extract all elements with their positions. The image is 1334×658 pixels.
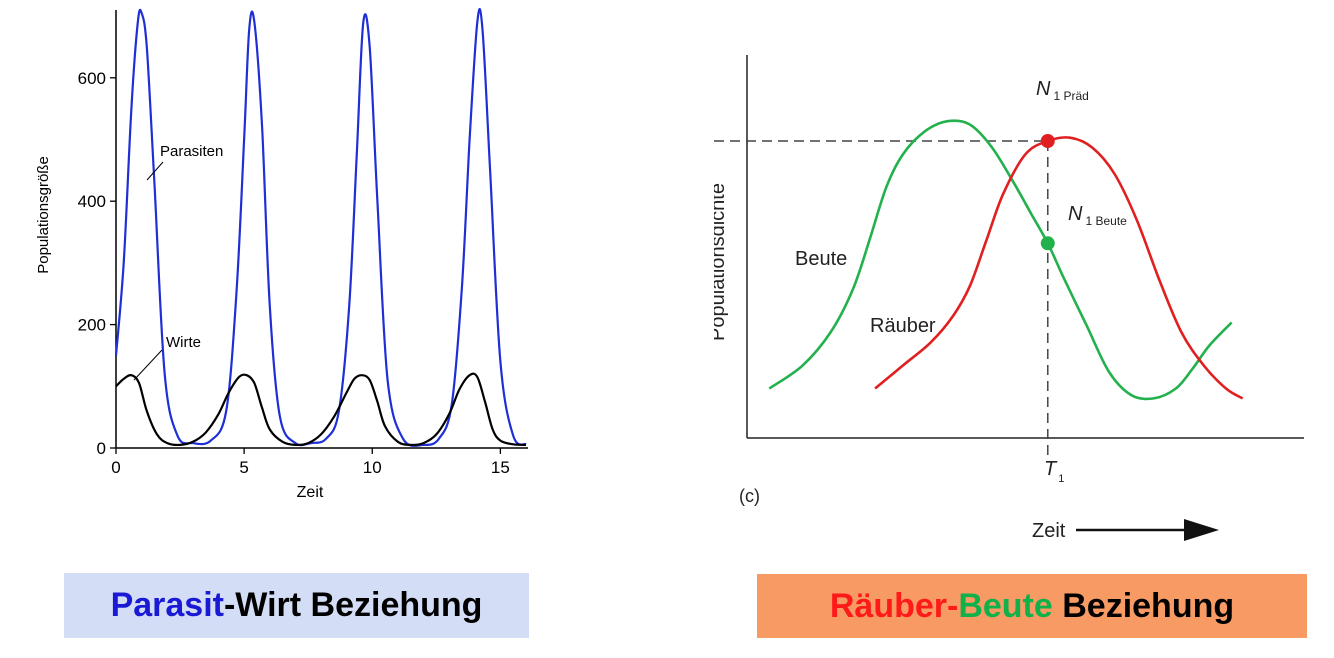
caption-dash: - <box>947 586 959 625</box>
point-label-beute-main: N <box>1068 203 1083 225</box>
y-tick-label: 200 <box>78 316 106 335</box>
series-line-rauber <box>874 136 1244 400</box>
y-axis-label: Populationsdichte <box>714 183 729 341</box>
series-label-parasiten: Parasiten <box>160 143 223 160</box>
series-line-beute <box>768 119 1233 401</box>
point-prad <box>1040 134 1055 148</box>
x-marker-sub: 1 <box>1058 473 1064 485</box>
x-axis-label: Zeit <box>1032 520 1066 542</box>
series-label-wirte: Wirte <box>166 334 201 351</box>
parasiten-label-pointer <box>146 161 164 181</box>
x-tick-label: 5 <box>239 458 248 477</box>
series-line-parasiten <box>114 8 527 447</box>
y-tick-label: 600 <box>78 69 106 88</box>
y-tick-label: 400 <box>78 192 106 211</box>
caption-parasit-wirt: Parasit -Wirt Beziehung <box>64 573 529 638</box>
caption-rauber: Räuber <box>829 586 947 625</box>
x-axis-label: Zeit <box>297 484 324 501</box>
point-beute <box>1040 236 1055 251</box>
x-marker-main: T <box>1044 458 1058 480</box>
caption-parasit: Parasit <box>110 586 224 624</box>
point-label-beute-sub: 1 Beute <box>1085 214 1127 228</box>
caption-beute: Beute <box>958 586 1053 625</box>
y-tick-label: 0 <box>97 439 106 458</box>
point-label-prad-sub: 1 Präd <box>1053 89 1088 103</box>
caption-rauber-beute: Räuber - Beute Beziehung <box>757 574 1307 638</box>
x-tick-label: 0 <box>111 458 120 477</box>
wirte-label-pointer <box>133 349 163 381</box>
panel-label: (c) <box>739 486 760 506</box>
y-axis-label: Populationsgröße <box>35 156 52 274</box>
series-label-rauber: Räuber <box>870 315 936 337</box>
caption-wirt-beziehung: -Wirt Beziehung <box>223 586 483 624</box>
x-tick-label: 10 <box>363 458 382 477</box>
series-line-wirte <box>115 372 527 447</box>
time-arrow-head-icon <box>1184 519 1219 541</box>
caption-beziehung: Beziehung <box>1052 586 1235 625</box>
series-label-beute: Beute <box>795 248 847 270</box>
point-label-prad-main: N <box>1036 78 1051 100</box>
x-tick-label: 15 <box>491 458 510 477</box>
